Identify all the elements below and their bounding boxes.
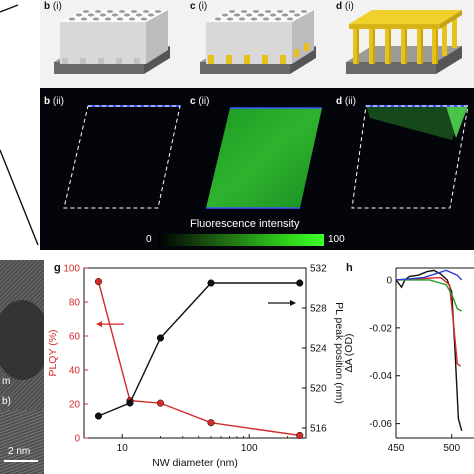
panel-h-label: h [346,262,353,274]
plot-frame [83,267,307,439]
data-point-right [126,399,134,407]
data-point-right [207,279,215,287]
spectrum-line [396,279,463,312]
schematic-d-overfilled [346,10,462,74]
tem-side-label-1: m [2,376,11,387]
fluorescence-d-image [351,105,469,209]
right-y-tick-label: 524 [310,344,327,355]
schematic-c-partial-fill [200,10,316,74]
data-point-left [94,278,103,286]
left-y-tick-label: 40 [69,366,81,377]
panel-a-edge-lines [0,4,39,246]
right-y-tick-label: 520 [310,384,327,395]
panel-c-i-label: c (i) [190,1,208,12]
data-point-right [94,412,103,420]
x-axis-label: NW diameter (nm) [152,457,238,469]
schematic-b-empty-template [54,10,170,74]
panel-b-ii-label: b (ii) [44,96,64,107]
tem-micrograph [0,260,44,474]
tem-side-label-2: b) [2,396,11,407]
right-y-tick-label: 516 [310,424,327,435]
data-point-left [207,419,215,427]
data-point-left [156,399,165,407]
right-y-axis-label: PL peak position (nm) [333,302,344,404]
right-axis-arrowhead [290,300,296,306]
left-y-tick-label: 0 [74,434,80,445]
left-y-tick-label: 20 [69,400,81,411]
panel-d-i-label: d (i) [336,1,354,12]
tem-scale-bar [4,460,38,462]
y-tick-label: 0 [386,275,392,286]
colorbar-title: Fluorescence intensity [190,218,300,230]
colorbar-gradient [158,234,324,246]
fluorescence-c-image [206,107,322,209]
left-axis-arrowhead [96,321,102,328]
panel-h-chart: 0 -0.02 -0.04 -0.06 450 500 ΔA (OD) [343,267,474,454]
right-y-tick-label: 528 [310,304,327,315]
x-tick-label: 100 [241,443,258,454]
fluorescence-b-image [63,105,181,209]
series-line-left [97,281,300,437]
right-y-tick-label: 532 [310,264,327,275]
colorbar-max-label: 100 [328,234,345,245]
x-tick-label: 500 [443,443,460,454]
y-axis-label: ΔA (OD) [343,333,355,372]
y-tick-label: -0.06 [369,419,392,430]
left-y-tick-label: 60 [69,332,81,343]
spectrum-line [395,269,463,281]
left-y-axis-label: PLQY (%) [47,329,59,376]
left-y-tick-label: 100 [63,264,80,275]
y-tick-label: -0.02 [369,323,392,334]
panel-d-ii-label: d (ii) [336,96,356,107]
data-point-left [296,431,304,439]
data-point-right [156,334,165,342]
spectrum-line [395,276,462,367]
panel-c-ii-label: c (ii) [190,96,210,107]
colorbar-min-label: 0 [146,234,152,245]
data-point-right [296,279,304,287]
panel-g-label: g [54,262,61,274]
x-tick-label: 450 [388,443,405,454]
tem-scale-label: 2 nm [8,446,31,457]
panel-b-i-label: b (i) [44,1,62,12]
y-tick-label: -0.04 [369,371,392,382]
x-tick-label: 10 [117,443,129,454]
left-y-tick-label: 80 [69,298,81,309]
